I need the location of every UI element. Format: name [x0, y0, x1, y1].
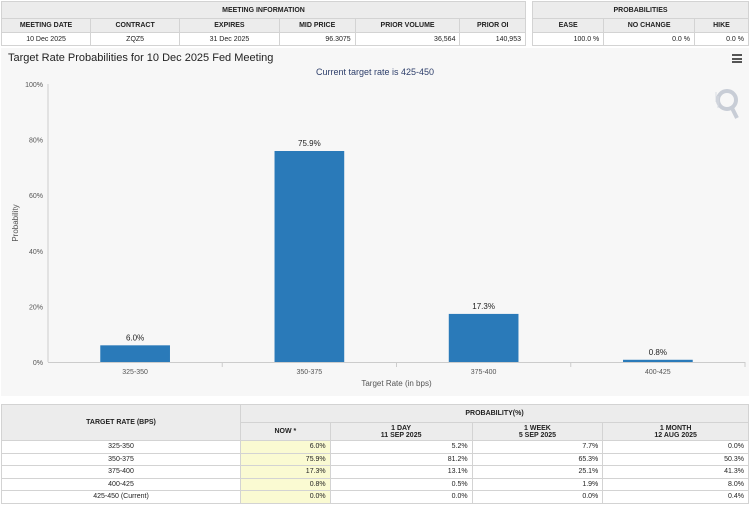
probabilities-title: PROBABILITIES — [532, 1, 749, 19]
col-1-month: 1 MONTH 12 AUG 2025 — [602, 422, 749, 441]
bar-chart: 0% 20% 40% 60% 80% 100% Probability 6.0% 325-350… — [11, 82, 746, 388]
x-tick-label: 375-400 — [471, 369, 497, 376]
week-cell: 1.9% — [471, 477, 604, 491]
week-cell: 7.7% — [471, 440, 604, 454]
month-cell: 0.4% — [602, 490, 749, 504]
chart-subtitle: Current target rate is 425-450 — [315, 67, 435, 77]
x-tick-label: 325-350 — [122, 369, 148, 376]
y-axis-label: Probability — [11, 204, 20, 241]
table-row: 425-450 (Current) 0.0% 0.0% 0.0% 0.4% — [0, 490, 749, 504]
y-tick-label: 80% — [29, 138, 43, 145]
bar — [623, 359, 693, 362]
x-axis-label: Target Rate (in bps) — [361, 379, 432, 388]
day-cell: 0.0% — [329, 490, 473, 504]
bar — [274, 150, 345, 362]
month-cell: 50.3% — [602, 452, 749, 466]
meeting-info-table: MEETING INFORMATION MEETING DATE CONTRAC… — [0, 1, 526, 46]
day-cell: 0.5% — [329, 477, 473, 491]
col-1-day-label: 1 DAY — [391, 424, 412, 432]
col-mid-price: MID PRICE — [278, 18, 356, 33]
month-cell: 41.3% — [602, 465, 749, 479]
col-meeting-date: MEETING DATE — [0, 18, 92, 33]
expires-value: 31 Dec 2025 — [179, 32, 280, 46]
bar — [100, 345, 170, 362]
meeting-date-value: 10 Dec 2025 — [0, 32, 92, 46]
day-cell: 81.2% — [329, 452, 473, 466]
table-row: 400-425 0.8% 0.5% 1.9% 8.0% — [0, 477, 749, 491]
chart-title: Target Rate Probabilities for 10 Dec 202… — [8, 52, 274, 64]
col-expires: EXPIRES — [179, 18, 280, 33]
meeting-info-title: MEETING INFORMATION — [1, 1, 526, 19]
table-row: 375-400 17.3% 13.1% 25.1% 41.3% — [0, 465, 749, 479]
col-1-month-label: 1 MONTH — [659, 424, 692, 432]
col-no-change: NO CHANGE — [603, 18, 695, 33]
col-1-month-date: 12 AUG 2025 — [654, 431, 697, 439]
mid-price-value: 96.3075 — [278, 32, 356, 46]
logo-watermark-icon — [715, 89, 739, 119]
chart-panel: 0% 20% 40% 60% 80% 100% Probability 6.0% 325-350… — [1, 48, 749, 396]
y-tick-label: 100% — [25, 82, 43, 89]
data-label: 75.9% — [298, 139, 321, 148]
col-now: NOW * — [240, 422, 331, 441]
hamburger-menu-icon[interactable] — [732, 54, 742, 63]
col-contract: CONTRACT — [90, 18, 181, 33]
week-cell: 25.1% — [471, 465, 604, 479]
hike-value: 0.0 % — [693, 32, 750, 46]
rate-cell: 400-425 — [0, 477, 242, 491]
y-tick-label: 40% — [29, 249, 43, 256]
now-cell: 6.0% — [240, 440, 331, 454]
col-prior-oi: PRIOR OI — [459, 18, 526, 33]
now-cell: 17.3% — [240, 465, 331, 479]
target-rate-header: TARGET RATE (BPS) — [0, 404, 242, 441]
prior-oi-value: 140,953 — [459, 32, 526, 46]
col-1-week: 1 WEEK 5 SEP 2025 — [471, 422, 604, 441]
col-ease: EASE — [531, 18, 605, 33]
col-now-label: NOW * — [274, 428, 297, 435]
day-cell: 5.2% — [329, 440, 473, 454]
y-tick-label: 20% — [29, 304, 43, 311]
probabilities-table: PROBABILITIES EASE NO CHANGE HIKE 100.0 … — [531, 1, 750, 46]
col-1-week-label: 1 WEEK — [524, 424, 551, 432]
rate-cell: 325-350 — [0, 440, 242, 454]
now-cell: 0.8% — [240, 477, 331, 491]
table-row: 350-375 75.9% 81.2% 65.3% 50.3% — [0, 452, 749, 466]
now-cell: 75.9% — [240, 452, 331, 466]
contract-value: ZQZ5 — [90, 32, 181, 46]
bar — [448, 313, 519, 362]
table-row: 325-350 6.0% 5.2% 7.7% 0.0% — [0, 440, 749, 454]
rate-cell: 425-450 (Current) — [0, 490, 242, 504]
y-tick-label: 60% — [29, 193, 43, 200]
col-prior-volume: PRIOR VOLUME — [354, 18, 461, 33]
ease-value: 100.0 % — [531, 32, 605, 46]
no-change-value: 0.0 % — [603, 32, 695, 46]
col-1-day-date: 11 SEP 2025 — [380, 431, 422, 439]
x-tick-label: 400-425 — [645, 369, 671, 376]
col-1-week-date: 5 SEP 2025 — [518, 431, 557, 439]
rate-cell: 375-400 — [0, 465, 242, 479]
week-cell: 0.0% — [471, 490, 604, 504]
prior-volume-value: 36,564 — [354, 32, 461, 46]
y-tick-label: 0% — [33, 360, 43, 367]
data-label: 6.0% — [126, 333, 144, 342]
x-tick-label: 350-375 — [297, 369, 323, 376]
probability-detail-table: TARGET RATE (BPS) PROBABILITY(%) NOW * 1… — [0, 404, 749, 504]
rate-cell: 350-375 — [0, 452, 242, 466]
month-cell: 8.0% — [602, 477, 749, 491]
col-1-day: 1 DAY 11 SEP 2025 — [329, 422, 473, 441]
day-cell: 13.1% — [329, 465, 473, 479]
now-cell: 0.0% — [240, 490, 331, 504]
month-cell: 0.0% — [602, 440, 749, 454]
data-label: 0.8% — [649, 348, 667, 357]
data-label: 17.3% — [472, 302, 495, 311]
probability-header: PROBABILITY(%) — [240, 404, 749, 423]
col-hike: HIKE — [693, 18, 750, 33]
week-cell: 65.3% — [471, 452, 604, 466]
